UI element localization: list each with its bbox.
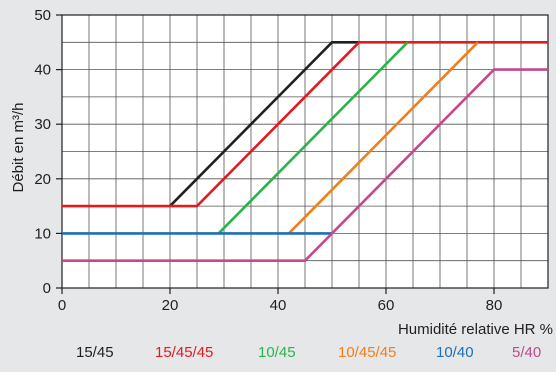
x-tick-label: 0 [58, 297, 66, 314]
legend-item: 15/45 [76, 341, 114, 365]
grid-layer [62, 15, 548, 288]
y-axis-title: Débit en m³/h [10, 102, 27, 192]
y-tick-label: 0 [43, 280, 51, 297]
series-line-4 [287, 41, 479, 235]
y-tick-label: 10 [34, 225, 51, 242]
x-tick-label: 20 [162, 297, 179, 314]
legend-label: 15/45 [76, 344, 114, 361]
legend-item: 10/45/45 [338, 341, 396, 365]
x-tick-label: 40 [270, 297, 287, 314]
legend: 15/45 15/45/45 10/45 10/45/45 10/40 5/40 [0, 341, 556, 365]
label-layer: 0 10 20 30 40 50 0 20 40 60 80 Humidité relative HR… [10, 7, 553, 338]
y-tick-label: 40 [34, 62, 51, 79]
x-tick-label: 80 [486, 297, 503, 314]
plot-frame [61, 14, 549, 289]
legend-item: 5/40 [512, 341, 541, 365]
y-tick-label: 30 [34, 116, 51, 133]
legend-label: 5/40 [512, 344, 542, 361]
x-axis-title: Humidité relative HR % [398, 321, 553, 338]
y-tick-label: 50 [34, 7, 51, 24]
series-line-3 [217, 41, 409, 235]
y-tick-label: 20 [34, 171, 51, 188]
axis-layer [56, 14, 549, 294]
series-layer [62, 40, 548, 263]
legend-item: 10/45 [258, 341, 296, 365]
legend-item: 15/45/45 [155, 341, 213, 365]
legend-label: 10/45 [258, 344, 296, 361]
legend-label: 10/45/45 [338, 344, 397, 361]
legend-label: 15/45/45 [155, 344, 214, 361]
x-tick-label: 60 [378, 297, 395, 314]
series-line-6 [62, 68, 548, 263]
legend-item: 10/40 [436, 341, 474, 365]
series-line-2 [62, 40, 548, 208]
series-line-1 [169, 40, 359, 208]
legend-label: 10/40 [436, 344, 474, 361]
